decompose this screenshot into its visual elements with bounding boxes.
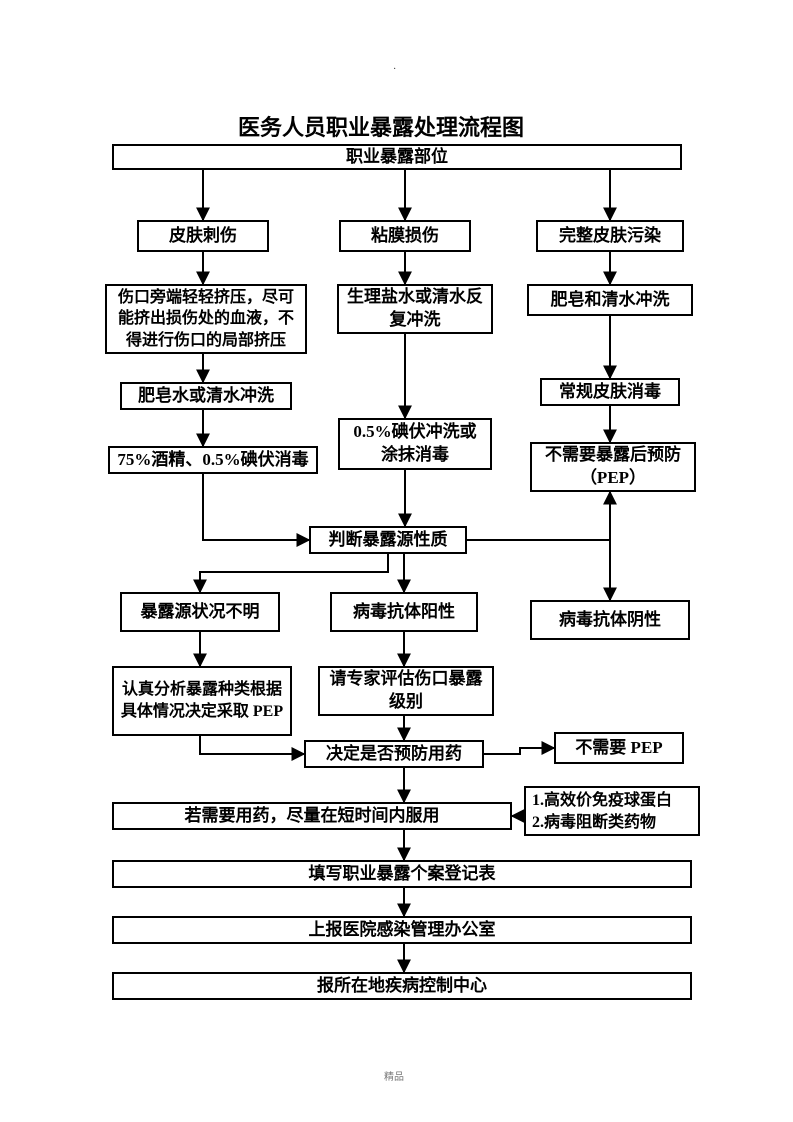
flow-node-n_a1: 皮肤刺伤 <box>137 220 269 252</box>
flow-node-n_g_side: 1.高效价免疫球蛋白2.病毒阻断类药物 <box>524 786 700 836</box>
flow-node-n_a2: 伤口旁端轻轻挤压，尽可能挤出损伤处的血液，不得进行伤口的局部挤压 <box>105 284 307 354</box>
flow-edge <box>467 540 610 600</box>
page-top-dot: · <box>393 64 396 75</box>
flow-node-n_d1: 暴露源状况不明 <box>120 592 280 632</box>
flow-node-n_h: 填写职业暴露个案登记表 <box>112 860 692 888</box>
flow-node-n_b3: 0.5%碘伏冲洗或涂抹消毒 <box>338 418 492 470</box>
flow-edge <box>200 736 304 754</box>
flow-node-n_top: 职业暴露部位 <box>112 144 682 170</box>
flow-node-n_i: 上报医院感染管理办公室 <box>112 916 692 944</box>
flow-node-n_c2: 肥皂和清水冲洗 <box>527 284 693 316</box>
flow-edge <box>200 554 388 592</box>
flow-node-n_j: 报所在地疾病控制中心 <box>112 972 692 1000</box>
flowchart-title: 医务人员职业暴露处理流程图 <box>238 110 524 142</box>
flow-node-n_c1: 完整皮肤污染 <box>536 220 684 252</box>
flow-node-n_c3: 常规皮肤消毒 <box>540 378 680 406</box>
flow-node-n_f: 决定是否预防用药 <box>304 740 484 768</box>
flow-node-n_e1: 认真分析暴露种类根据具体情况决定采取 PEP <box>112 666 292 736</box>
flow-node-n_a3: 肥皂水或清水冲洗 <box>120 382 292 410</box>
flow-node-n_judge: 判断暴露源性质 <box>309 526 467 554</box>
flow-node-n_a4: 75%酒精、0.5%碘伏消毒 <box>108 446 318 474</box>
flow-edge <box>484 748 554 754</box>
flow-node-n_g: 若需要用药，尽量在短时间内服用 <box>112 802 512 830</box>
flow-node-n_d3: 病毒抗体阴性 <box>530 600 690 640</box>
flow-edge <box>203 474 309 540</box>
page-footer: 精品 <box>384 1068 404 1083</box>
flow-node-n_b1: 粘膜损伤 <box>339 220 471 252</box>
flow-node-n_d2: 病毒抗体阳性 <box>330 592 478 632</box>
flow-node-n_c4: 不需要暴露后预防（PEP） <box>530 442 696 492</box>
flow-node-n_b2: 生理盐水或清水反复冲洗 <box>337 284 493 334</box>
flow-node-n_f_no: 不需要 PEP <box>554 732 684 764</box>
flow-node-n_e2: 请专家评估伤口暴露级别 <box>318 666 494 716</box>
